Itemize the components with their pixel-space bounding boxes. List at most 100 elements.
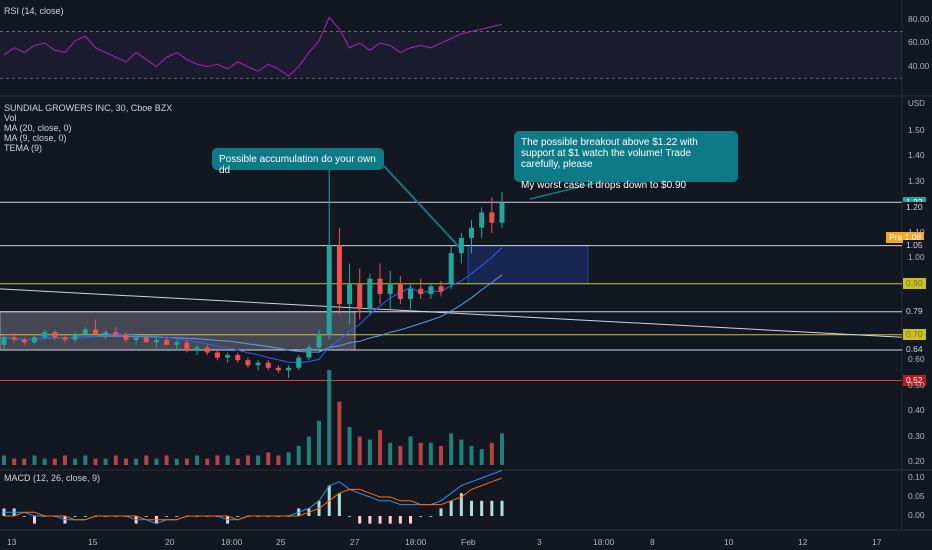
candle-body bbox=[184, 342, 190, 350]
candle-body bbox=[265, 362, 271, 368]
macd-histogram-bar bbox=[409, 516, 413, 524]
volume-bar bbox=[347, 427, 352, 465]
candle-body bbox=[438, 286, 444, 292]
volume-bar bbox=[286, 452, 291, 465]
volume-bar bbox=[12, 458, 17, 465]
macd-tick-label: 0.10 bbox=[908, 472, 925, 482]
macd-histogram-bar bbox=[419, 516, 423, 517]
candle-body bbox=[11, 337, 17, 340]
x-tick-label: 18:00 bbox=[221, 537, 243, 547]
candle-body bbox=[306, 347, 312, 358]
candle-body bbox=[377, 278, 383, 294]
volume-bar bbox=[215, 455, 220, 465]
x-tick-label: 18:00 bbox=[405, 537, 427, 547]
volume-bar bbox=[327, 370, 332, 465]
volume-bar bbox=[378, 430, 383, 465]
candle-body bbox=[214, 352, 220, 358]
candle-body bbox=[21, 339, 27, 343]
candle-body bbox=[164, 339, 170, 345]
candle-body bbox=[72, 334, 78, 340]
volume-bar bbox=[459, 439, 464, 465]
candle-body bbox=[286, 367, 292, 371]
x-tick-label: 17 bbox=[872, 537, 882, 547]
price-badge-0.64: 0.64 bbox=[903, 344, 926, 356]
y-tick-label: 0.30 bbox=[908, 430, 925, 441]
breakout-callout[interactable]: The possible breakout above $1.22 with s… bbox=[514, 131, 738, 191]
macd-histogram-bar bbox=[83, 516, 87, 517]
right-callout-pointer bbox=[529, 181, 601, 200]
candle-body bbox=[499, 202, 505, 223]
candle-body bbox=[42, 332, 48, 338]
volume-bar bbox=[42, 458, 47, 465]
y-tick-label: 0.50 bbox=[908, 379, 925, 390]
candle-body bbox=[469, 227, 475, 238]
candle-body bbox=[1, 337, 7, 345]
y-tick-label: 0.20 bbox=[908, 456, 925, 466]
volume-bar bbox=[2, 455, 6, 465]
volume-bar bbox=[205, 458, 210, 465]
x-tick-label: 10 bbox=[724, 537, 734, 547]
volume-bar bbox=[256, 455, 261, 465]
trend-line bbox=[0, 288, 903, 338]
candle-body bbox=[143, 337, 149, 343]
volume-bar bbox=[134, 458, 139, 465]
macd-histogram-bar bbox=[490, 500, 494, 516]
x-tick-label: 15 bbox=[88, 537, 98, 547]
candle-body bbox=[133, 337, 139, 340]
rsi-tick-label: 80.00 bbox=[908, 13, 930, 24]
candle-body bbox=[225, 355, 231, 358]
volume-bar bbox=[164, 455, 169, 465]
macd-legend: MACD (12, 26, close, 9) bbox=[4, 473, 101, 483]
volume-bar bbox=[174, 458, 179, 465]
macd-histogram-bar bbox=[358, 516, 362, 524]
macd-histogram-bar bbox=[165, 516, 169, 517]
candle-body bbox=[397, 283, 403, 300]
ma20-legend: MA (20, close, 0) bbox=[4, 123, 72, 133]
candle-body bbox=[153, 339, 159, 343]
volume-bar bbox=[235, 458, 240, 465]
volume-bar bbox=[489, 442, 494, 465]
candle-body bbox=[103, 332, 109, 335]
volume-bar bbox=[388, 442, 393, 465]
candle-body bbox=[92, 329, 98, 335]
price-badge-1.05: 1.05 bbox=[903, 240, 926, 252]
volume-bar bbox=[398, 446, 403, 465]
candle-body bbox=[113, 332, 119, 335]
y-tick-label: 1.00 bbox=[908, 252, 925, 263]
candle-body bbox=[31, 337, 37, 343]
rsi-tick-label: 40.00 bbox=[908, 60, 930, 71]
candle-body bbox=[387, 283, 393, 294]
candle-body bbox=[245, 360, 251, 366]
candle-body bbox=[479, 212, 485, 228]
price-badge-0.90: 0.90 bbox=[903, 278, 926, 290]
candle-body bbox=[326, 245, 332, 335]
candle-body bbox=[255, 362, 261, 366]
macd-histogram-bar bbox=[144, 516, 148, 517]
price-badge-0.70: 0.70 bbox=[903, 329, 926, 341]
ma9-legend: MA (9, close, 0) bbox=[4, 133, 67, 143]
vol-legend: Vol bbox=[4, 113, 17, 123]
candle-body bbox=[408, 288, 414, 300]
accumulation-callout[interactable]: Possible accumulation do your own dd bbox=[212, 148, 384, 176]
macd-histogram-bar bbox=[73, 516, 77, 517]
macd-histogram-bar bbox=[348, 516, 352, 517]
volume-bar bbox=[113, 455, 118, 465]
x-tick-label: Feb bbox=[461, 537, 476, 547]
macd-tick-label: 0.05 bbox=[908, 491, 925, 501]
rsi-band bbox=[0, 31, 902, 79]
volume-bar bbox=[154, 458, 159, 465]
volume-bar bbox=[73, 458, 78, 465]
candle-body bbox=[316, 334, 322, 348]
x-tick-label: 3 bbox=[537, 537, 542, 547]
macd-histogram-bar bbox=[388, 516, 392, 524]
macd-histogram-bar bbox=[480, 500, 484, 516]
macd-histogram-bar bbox=[22, 516, 26, 517]
volume-bar bbox=[357, 436, 362, 465]
macd-histogram-bar bbox=[236, 516, 240, 517]
volume-bar bbox=[225, 455, 230, 465]
rsi-line bbox=[3, 16, 503, 77]
macd-histogram-bar bbox=[368, 516, 372, 524]
macd-histogram-bar bbox=[32, 516, 36, 524]
